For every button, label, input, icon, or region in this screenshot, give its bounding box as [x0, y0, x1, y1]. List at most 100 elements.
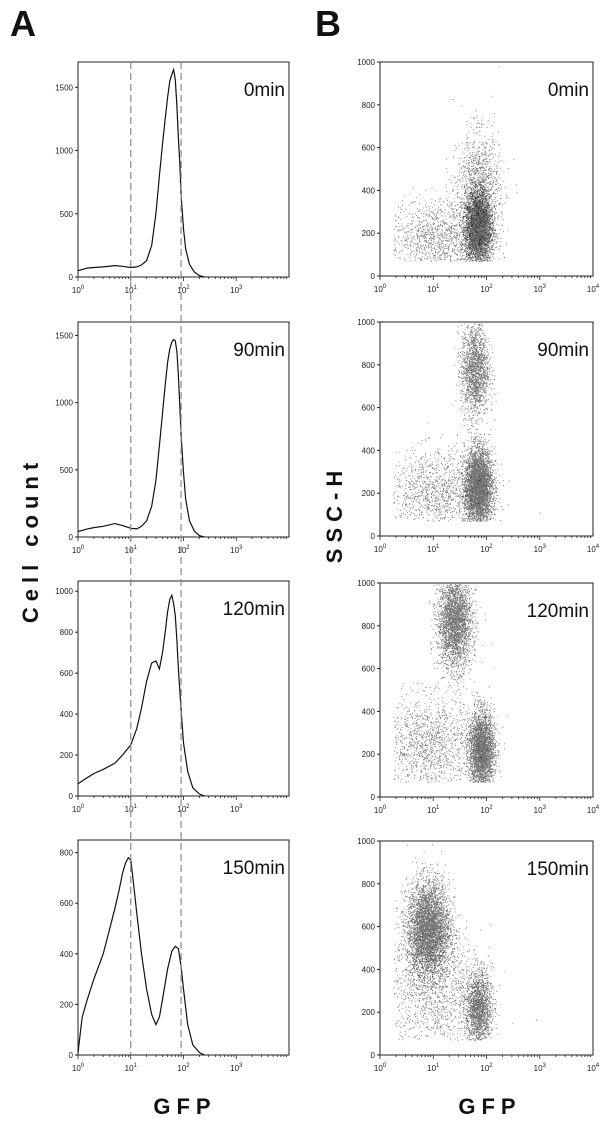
dotplot-ytick-label-0-3: 600: [362, 144, 376, 153]
dotplot-timepoint-label-1: 90min: [537, 340, 589, 361]
histogram-series-1: [77, 338, 205, 538]
dotplot-ytick-label-0-4: 800: [362, 101, 376, 110]
dotplot-xtick-label-3-3: 103: [534, 1063, 547, 1073]
dotplot-chart-3: 0 200 400 600 800 1000 100 101 102 103 104 150min: [357, 837, 600, 1073]
histogram-xtick-label-3-1: 101: [125, 1063, 138, 1073]
histogram-ytick-label-3-3: 600: [60, 899, 74, 908]
dotplot-chart-1: 0 200 400 600 800 1000 100 101 102 103 104 90min: [357, 318, 600, 554]
dotplot-ytick-label-2-0: 0: [371, 793, 376, 802]
histogram-xtick-label-3-3: 103: [230, 1063, 243, 1073]
dotplot-ytick-label-2-4: 800: [362, 622, 376, 631]
panel-label-b: B: [315, 3, 341, 44]
histogram-ytick-label-1-1: 500: [60, 466, 74, 475]
histogram-ytick-label-2-1: 200: [60, 751, 74, 760]
dotplot-ytick-label-3-1: 200: [362, 1008, 376, 1017]
histogram-ytick-label-1-0: 0: [69, 533, 74, 542]
y-axis-label-cell-count: Cell count: [18, 457, 43, 623]
dotplot-cluster-0-1: [445, 66, 518, 262]
dotplot-cluster-1-0: [456, 404, 509, 522]
histogram-ytick-label-0-2: 1000: [55, 147, 73, 156]
dotplot-chart-2: 0 200 400 600 800 1000 100 101 102 103 104 120min: [357, 579, 600, 815]
dotplot-cluster-2-0: [459, 667, 506, 783]
dotplot-cluster-3-2: [393, 875, 537, 1041]
dotplot-xtick-label-1-0: 100: [374, 544, 387, 554]
dotplot-cluster-0-0: [454, 167, 507, 262]
histogram-xtick-label-2-0: 100: [72, 804, 85, 814]
dotplot-cluster-2-1: [428, 584, 492, 702]
dotplot-ytick-label-2-5: 1000: [357, 579, 375, 588]
histogram-ytick-label-0-0: 0: [69, 273, 74, 282]
histogram-series-0: [77, 67, 205, 278]
dotplot-ytick-label-2-3: 600: [362, 665, 376, 674]
dotplot-ytick-label-1-1: 200: [362, 489, 376, 498]
histogram-ytick-label-0-1: 500: [60, 210, 74, 219]
dotplot-ytick-label-0-5: 1000: [357, 58, 375, 67]
dotplot-cluster-1-1: [451, 323, 499, 444]
histogram-timepoint-label-3: 150min: [223, 858, 285, 879]
dotplot-xtick-label-2-0: 100: [374, 805, 387, 815]
dotplot-xtick-label-0-3: 103: [534, 284, 547, 294]
histogram-xtick-label-0-1: 101: [125, 285, 138, 295]
dotplot-ytick-label-0-0: 0: [371, 272, 376, 281]
dotplot-xtick-label-1-1: 101: [427, 544, 440, 554]
x-axis-label-gfp-left: GFP: [153, 1094, 216, 1119]
panel-label-a: A: [10, 3, 36, 44]
histogram-xtick-label-0-3: 103: [230, 285, 243, 295]
histogram-chart-0: 0 500 1000 1500 100 101 102 103 0min: [55, 61, 290, 295]
histogram-timepoint-label-1: 90min: [233, 340, 285, 361]
histogram-xtick-label-3-2: 102: [177, 1063, 190, 1073]
dotplot-ytick-label-2-1: 200: [362, 750, 376, 759]
histogram-ytick-label-1-2: 1000: [55, 399, 73, 408]
histogram-chart-2: 0 200 400 600 800 1000 100 101 102 103 120min: [55, 580, 290, 814]
dotplot-xtick-label-2-1: 101: [427, 805, 440, 815]
histogram-ytick-label-2-5: 1000: [55, 587, 73, 596]
histogram-ytick-label-2-4: 800: [60, 628, 74, 637]
dotplot-xtick-label-0-0: 100: [374, 284, 387, 294]
dotplot-ytick-label-0-1: 200: [362, 229, 376, 238]
histogram-xtick-label-1-0: 100: [72, 545, 85, 555]
histogram-ytick-label-2-0: 0: [69, 792, 74, 801]
dotplot-xtick-label-0-4: 104: [587, 284, 600, 294]
dotplot-cluster-0-2: [393, 187, 507, 262]
histogram-timepoint-label-0: 0min: [244, 80, 285, 101]
dotplot-ytick-label-3-4: 800: [362, 880, 376, 889]
dotplot-xtick-label-3-4: 104: [587, 1063, 600, 1073]
histogram-xtick-label-0-0: 100: [72, 285, 85, 295]
dotplot-cluster-3-0: [394, 844, 475, 1010]
dotplot-timepoint-label-2: 120min: [527, 601, 589, 622]
dotplot-xtick-label-1-4: 104: [587, 544, 600, 554]
dotplot-ytick-label-3-5: 1000: [357, 837, 375, 846]
histogram-xtick-label-1-2: 102: [177, 545, 190, 555]
dotplot-ytick-label-1-0: 0: [371, 532, 376, 541]
dotplot-xtick-label-0-1: 101: [427, 284, 440, 294]
histogram-xtick-label-2-2: 102: [177, 804, 190, 814]
dotplot-xtick-label-2-4: 104: [587, 805, 600, 815]
dotplot-cluster-1-2: [393, 422, 541, 522]
dotplot-timepoint-label-3: 150min: [527, 859, 589, 880]
histogram-xtick-label-1-3: 103: [230, 545, 243, 555]
histogram-xtick-label-3-0: 100: [72, 1063, 85, 1073]
histogram-ytick-label-3-2: 400: [60, 950, 74, 959]
histogram-ytick-label-3-4: 800: [60, 849, 74, 858]
histogram-xtick-label-2-3: 103: [230, 804, 243, 814]
dotplot-xtick-label-2-2: 102: [480, 805, 493, 815]
histogram-xtick-label-0-2: 102: [177, 285, 190, 295]
dotplot-xtick-label-1-3: 103: [534, 544, 547, 554]
histogram-timepoint-label-2: 120min: [223, 599, 285, 620]
dotplot-timepoint-label-0: 0min: [548, 80, 589, 101]
dotplot-ytick-label-0-2: 400: [362, 186, 376, 195]
x-axis-label-gfp-right: GFP: [458, 1094, 521, 1119]
dotplot-ytick-label-3-0: 0: [371, 1051, 376, 1060]
histogram-ytick-label-2-2: 400: [60, 710, 74, 719]
histogram-ytick-label-3-1: 200: [60, 1000, 74, 1009]
dotplot-xtick-label-3-2: 102: [480, 1063, 493, 1073]
dotplot-ytick-label-1-2: 400: [362, 446, 376, 455]
histogram-series-3: [77, 856, 205, 1056]
dotplot-chart-0: 0 200 400 600 800 1000 100 101 102 103 104 0min: [357, 58, 600, 294]
dotplot-xtick-label-2-3: 103: [534, 805, 547, 815]
histogram-xtick-label-2-1: 101: [125, 804, 138, 814]
dotplot-xtick-label-3-1: 101: [427, 1063, 440, 1073]
